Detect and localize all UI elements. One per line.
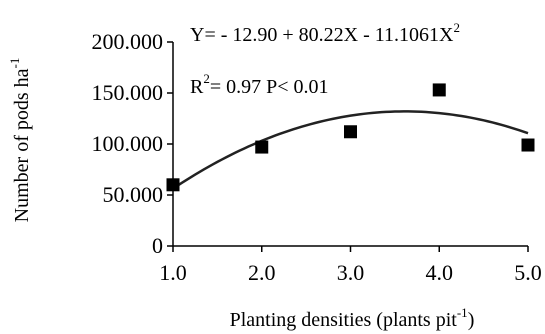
data-point (166, 178, 180, 192)
y-axis-label-text: Number of pods ha (11, 68, 33, 222)
y-tick-label: 0 (152, 233, 163, 258)
data-point (255, 140, 269, 154)
data-points (166, 83, 535, 192)
fit-curve (172, 110, 529, 190)
y-ticks: 0 50.000 100.000 150.000 200.000 (92, 29, 173, 258)
r2-superscript: 2 (203, 71, 210, 86)
axes (172, 42, 528, 247)
y-tick-label: 200.000 (92, 29, 164, 54)
x-tick-label: 4.0 (426, 260, 454, 285)
equation-annotation: Y= - 12.90 + 80.22X - 11.1061X2 (190, 20, 460, 46)
x-axis-label-text: Planting densities (plants pit (230, 309, 458, 331)
y-axis-label-superscript: -1 (7, 58, 22, 69)
x-tick-label: 3.0 (337, 260, 365, 285)
data-point (344, 125, 357, 139)
x-axis-label-superscript: -1 (457, 305, 468, 320)
x-tick-label: 5.0 (514, 260, 542, 285)
x-ticks: 1.0 2.0 3.0 4.0 5.0 (159, 246, 542, 285)
x-axis-label-end: ) (468, 309, 475, 331)
equation-text: Y= - 12.90 + 80.22X - 11.1061X (190, 24, 454, 46)
r2-rest: = 0.97 P< 0.01 (210, 76, 329, 98)
data-point (521, 138, 535, 152)
data-point (432, 83, 446, 97)
y-tick-label: 50.000 (103, 182, 164, 207)
y-tick-label: 150.000 (92, 80, 164, 105)
r2-prefix: R (190, 76, 204, 98)
x-tick-label: 1.0 (159, 260, 187, 285)
y-tick-label: 100.000 (92, 131, 164, 156)
x-axis-label: Planting densities (plants pit-1) (230, 305, 475, 331)
equation-superscript: 2 (453, 20, 460, 35)
x-tick-label: 2.0 (248, 260, 276, 285)
y-axis-label: Number of pods ha-1 (7, 58, 33, 223)
r2-annotation: R2= 0.97 P< 0.01 (190, 71, 329, 98)
